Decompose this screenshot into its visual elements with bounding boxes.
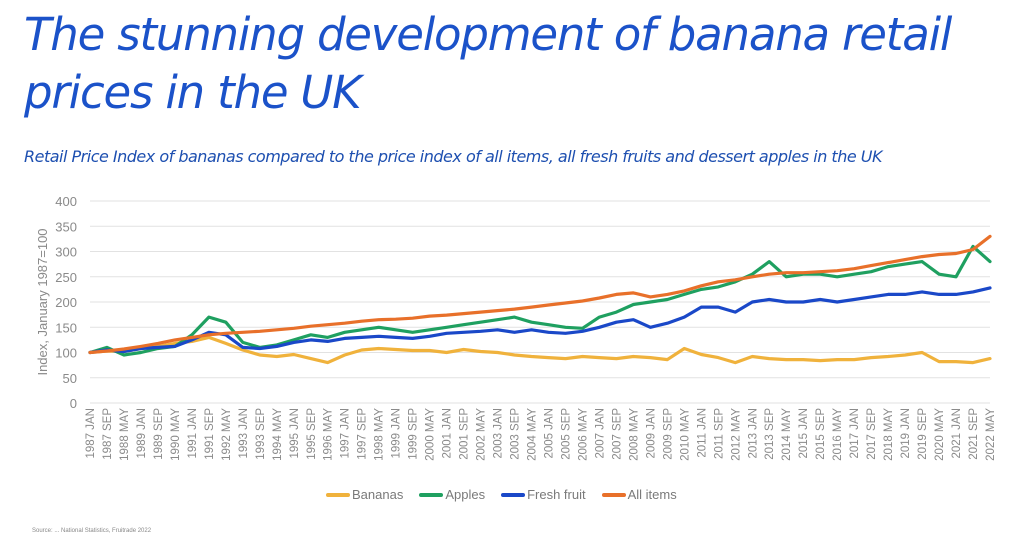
x-tick-label: 1991 SEP [204,408,216,460]
x-tick-label: 2009 SEP [662,408,674,460]
x-tick-label: 2011 JAN [696,408,708,458]
x-tick-label: 2002 MAY [476,408,488,461]
x-tick-label: 2000 MAY [425,408,437,461]
x-tick-label: 1993 JAN [238,408,250,459]
x-tick-label: 2016 MAY [832,408,844,461]
x-tick-label: 2022 MAY [985,408,997,461]
x-tick-label: 2007 SEP [611,408,623,460]
x-tick-label: 1995 SEP [306,408,318,460]
x-tick-label: 2010 MAY [679,408,691,461]
y-tick-label: 200 [55,295,77,310]
y-tick-label: 250 [55,270,77,285]
y-axis-label: Index, January 1987=100 [35,228,50,375]
legend-label: Bananas [352,487,404,502]
x-tick-label: 1993 SEP [255,408,267,460]
x-tick-label: 2009 JAN [645,408,657,459]
x-tick-label: 1996 MAY [323,408,335,461]
x-tick-label: 2011 SEP [713,408,725,459]
legend-item-bananas[interactable]: Bananas [326,487,403,502]
x-tick-label: 2013 SEP [764,408,776,460]
x-tick-label: 1987 JAN [85,408,97,459]
chart-subtitle: Retail Price Index of bananas compared t… [24,147,882,166]
legend-label: Fresh fruit [527,487,586,502]
x-tick-label: 2007 JAN [594,408,606,459]
legend-swatch [326,492,350,497]
x-tick-label: 2021 JAN [951,408,963,459]
x-tick-label: 1987 SEP [102,408,114,460]
x-tick-label: 1991 JAN [187,408,199,459]
y-tick-label: 100 [55,346,77,361]
series-line-bananas [88,335,992,365]
data-series [88,234,992,365]
legend-label: All items [627,487,677,502]
x-tick-label: 2001 SEP [459,408,471,460]
x-tick-label: 2021 SEP [968,408,980,460]
x-tick-label: 2012 MAY [730,408,742,461]
x-tick-label: 2005 JAN [543,408,555,459]
x-tick-label: 2015 SEP [815,408,827,460]
y-axis-ticks: 0 50 100 150 200 250 300 350 400 [55,194,77,411]
x-tick-label: 1989 JAN [136,408,148,459]
legend-item-apples[interactable]: Apples [419,487,485,502]
series-line-all-items [88,234,992,355]
legend-label: Apples [445,487,486,502]
x-tick-label: 2017 JAN [849,408,861,459]
x-tick-label: 2001 JAN [442,408,454,459]
x-tick-label: 2003 JAN [493,408,505,459]
x-tick-label: 1990 MAY [170,408,182,461]
y-tick-label: 350 [55,219,77,234]
series-line-fresh-fruit [88,286,992,355]
x-tick-label: 1995 JAN [289,408,301,459]
source-note: Source: ... National Statistics, Fruitra… [32,528,152,534]
y-tick-label: 50 [63,371,77,386]
chart-legend: Bananas Apples Fresh fruit All items [326,487,677,502]
legend-swatch [601,492,626,497]
x-tick-label: 2008 MAY [628,408,640,461]
x-tick-label: 1992 MAY [221,408,233,461]
y-tick-label: 0 [70,396,77,411]
x-tick-label: 2019 SEP [917,408,929,460]
x-tick-label: 2005 SEP [560,408,572,460]
x-tick-label: 2004 MAY [527,408,539,461]
x-tick-label: 2003 SEP [510,408,522,460]
legend-swatch [419,492,444,497]
series-line-apples [88,244,992,357]
x-tick-label: 2018 MAY [883,408,895,461]
gridlines [90,200,990,404]
legend-swatch [501,492,526,497]
x-tick-label: 1999 SEP [408,408,420,460]
x-tick-label: 2014 MAY [781,408,793,461]
x-tick-label: 1998 MAY [374,408,386,461]
x-tick-label: 1989 SEP [153,408,165,460]
legend-item-all-items[interactable]: All items [601,487,677,502]
legend-item-fresh-fruit[interactable]: Fresh fruit [501,487,586,502]
x-tick-label: 2013 JAN [747,408,759,459]
x-tick-label: 2015 JAN [798,408,810,459]
x-axis-ticks: 1987 JAN 1987 SEP 1988 MAY 1989 JAN 1989 SEP… [85,408,997,461]
x-tick-label: 1988 MAY [119,408,131,461]
x-tick-label: 1997 SEP [357,408,369,460]
x-tick-label: 2017 SEP [866,408,878,460]
x-tick-label: 1997 JAN [340,408,352,459]
y-tick-label: 150 [55,320,77,335]
x-tick-label: 1999 JAN [391,408,403,459]
y-tick-label: 300 [55,245,77,260]
y-tick-label: 400 [55,194,77,209]
x-tick-label: 2019 JAN [900,408,912,459]
x-tick-label: 2020 MAY [934,408,946,461]
page-title: The stunning development of banana retai… [24,8,952,119]
x-tick-label: 1994 MAY [272,408,284,461]
x-tick-label: 2006 MAY [577,408,589,461]
